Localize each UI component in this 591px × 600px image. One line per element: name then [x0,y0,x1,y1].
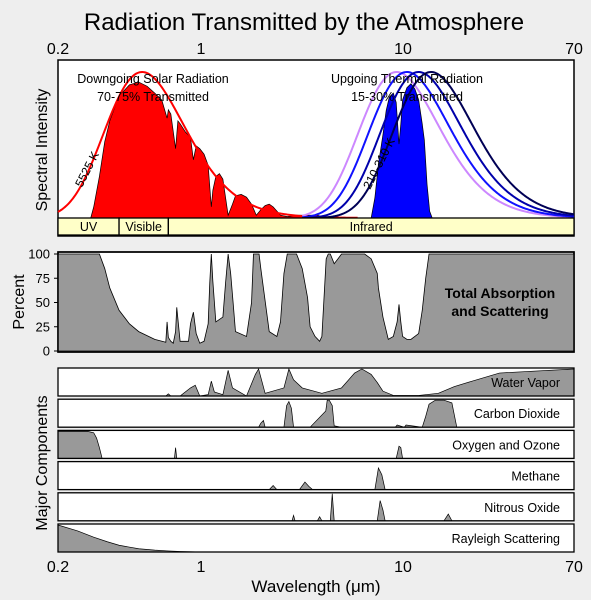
component-label-4: Nitrous Oxide [484,501,560,515]
solar-transmitted-area [77,81,327,219]
bottom-x-tick-2: 10 [394,559,412,576]
total-y-tick-3: 75 [36,271,50,286]
component-area-0 [58,367,575,397]
component-oxygen-and-ozone: Oxygen and Ozone [57,429,575,460]
component-frame-0 [57,367,575,397]
bottom-x-ticks: 0.2 1 10 70 [47,559,583,576]
chart-title: Radiation Transmitted by the Atmosphere [84,9,524,36]
solar-label: Downgoing Solar Radiation [77,72,229,86]
thermal-blackbody-curve-3 [302,70,575,219]
component-nitrous-oxide: Nitrous Oxide [57,492,575,522]
total-y-ticks: 0 25 50 75 100 [28,247,58,359]
thermal-blackbody-curve-1 [302,70,575,219]
total-y-tick-2: 50 [36,295,50,310]
component-label-2: Oxygen and Ozone [452,438,560,452]
band-infrared [167,217,575,236]
component-frame-3 [57,460,575,491]
component-area-3 [58,466,574,490]
top-x-tick-0: 0.2 [47,41,69,58]
components-ylabel: Major Components [34,395,51,530]
component-frame-1 [57,398,575,428]
band-bar: UV Visible Infrared [57,217,575,236]
bottom-x-tick-0: 0.2 [47,559,69,576]
thermal-label: Upgoing Thermal Radiation [331,72,483,86]
component-frame-2 [57,429,575,460]
total-label-line-2: and Scattering [451,303,548,319]
component-label-5: Rayleigh Scattering [452,532,560,546]
bottom-x-tick-3: 70 [565,559,583,576]
component-rayleigh-scattering: Rayleigh Scattering [57,523,575,553]
band-label-2: Infrared [350,220,393,234]
solar-transmitted-label: 70-75% Transmitted [97,90,209,104]
total-ylabel: Percent [11,274,28,330]
total-y-tick-4: 100 [28,247,50,262]
total-y-tick-0: 0 [43,344,50,359]
component-label-1: Carbon Dioxide [474,407,560,421]
spectral-marks [57,70,575,219]
spectral-ylabel: Spectral Intensity [34,89,51,212]
component-label-0: Water Vapor [491,376,560,390]
component-bg-4 [58,492,574,521]
component-water-vapor: Water Vapor [57,367,575,397]
top-x-tick-2: 10 [394,41,412,58]
total-panel: 0 25 50 75 100 Percent Total Absorption and … [11,247,575,359]
x-axis-label: Wavelength (μm) [251,577,380,596]
bottom-x-tick-1: 1 [197,559,206,576]
component-methane: Methane [57,460,575,491]
band-label-0: UV [80,220,98,234]
component-bg-5 [58,524,574,552]
component-frame-5 [57,523,575,553]
total-label-line-1: Total Absorption [445,285,555,301]
top-x-tick-3: 70 [565,41,583,58]
component-bg-2 [58,430,574,459]
component-bg-3 [58,461,574,490]
components-panel: Water Vapor Carbon Dioxide Oxygen and Ozon… [57,367,575,553]
thermal-transmitted-label: 15-30% Transmitted [351,90,463,104]
spectral-panel: UV Visible Infrared Spectral Intensity Dow… [34,59,575,237]
top-x-tick-1: 1 [197,41,206,58]
total-absorption-area [57,253,575,352]
thermal-blackbody-curve-2 [302,71,575,219]
component-label-3: Methane [511,470,560,484]
thermal-blackbody-curve-0 [301,71,575,219]
top-x-ticks: 0.2 1 10 70 [47,41,583,58]
band-label-1: Visible [125,220,162,234]
component-frame-4 [57,492,575,522]
total-y-tick-1: 25 [36,319,50,334]
component-carbon-dioxide: Carbon Dioxide [57,398,575,428]
